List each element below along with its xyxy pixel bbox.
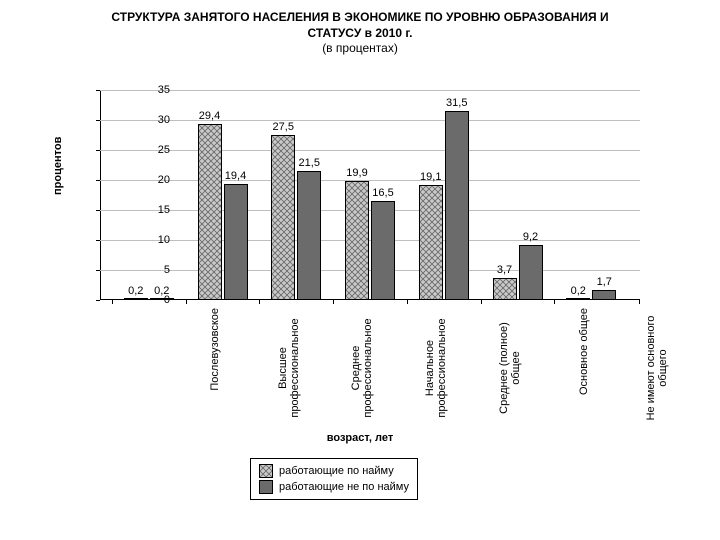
bar-value-label: 27,5 xyxy=(273,121,294,133)
category-label: Не имеют основного общего xyxy=(597,308,717,428)
legend-label: работающие не по найму xyxy=(279,481,409,493)
ytick-mark xyxy=(96,90,100,91)
gridline xyxy=(100,90,640,91)
bar-value-label: 1,7 xyxy=(597,276,612,288)
gridline xyxy=(100,150,640,151)
bar-value-label: 19,9 xyxy=(346,167,367,179)
ytick-label: 25 xyxy=(142,144,170,156)
gridline xyxy=(100,120,640,121)
legend-swatch-hatched xyxy=(259,464,273,478)
bar-value-label: 16,5 xyxy=(372,187,393,199)
y-axis xyxy=(100,90,101,300)
title-line-2: СТАТУСУ в 2010 г. xyxy=(308,26,413,40)
bar-value-label: 19,1 xyxy=(420,171,441,183)
ytick-label: 10 xyxy=(142,234,170,246)
legend-label: работающие по найму xyxy=(279,465,394,477)
ytick-mark xyxy=(96,210,100,211)
ytick-mark xyxy=(96,150,100,151)
ytick-label: 15 xyxy=(142,204,170,216)
legend: работающие по найму работающие не по най… xyxy=(250,458,418,500)
bar-value-label: 9,2 xyxy=(523,231,538,243)
ytick-label: 20 xyxy=(142,174,170,186)
x-category-labels: ПослевузовскоеВысшее профессиональноеСре… xyxy=(100,300,640,430)
ytick-mark xyxy=(96,180,100,181)
y-axis-label: процентов xyxy=(52,137,64,195)
bar xyxy=(592,290,616,300)
plot: 0,20,229,419,427,521,519,916,519,131,53,… xyxy=(100,90,640,300)
gridline xyxy=(100,180,640,181)
gridline xyxy=(100,240,640,241)
chart-subtitle: (в процентах) xyxy=(0,41,720,61)
bar xyxy=(445,111,469,300)
legend-item: работающие по найму xyxy=(259,463,409,479)
legend-swatch-solid xyxy=(259,480,273,494)
ytick-label: 35 xyxy=(142,84,170,96)
bar-value-label: 29,4 xyxy=(199,110,220,122)
ytick-label: 0 xyxy=(142,294,170,306)
bar xyxy=(198,124,222,300)
bar xyxy=(493,278,517,300)
bar-value-label: 3,7 xyxy=(497,264,512,276)
bar xyxy=(519,245,543,300)
ytick-mark xyxy=(96,240,100,241)
bar xyxy=(297,171,321,300)
bar-value-label: 31,5 xyxy=(446,97,467,109)
bar xyxy=(345,181,369,300)
bar xyxy=(419,185,443,300)
ytick-mark xyxy=(96,120,100,121)
ytick-label: 5 xyxy=(142,264,170,276)
title-line-1: СТРУКТУРА ЗАНЯТОГО НАСЕЛЕНИЯ В ЭКОНОМИКЕ… xyxy=(111,10,608,24)
bar-value-label: 21,5 xyxy=(299,157,320,169)
bar xyxy=(271,135,295,300)
chart-title: СТРУКТУРА ЗАНЯТОГО НАСЕЛЕНИЯ В ЭКОНОМИКЕ… xyxy=(0,0,720,41)
bar xyxy=(224,184,248,300)
gridline xyxy=(100,210,640,211)
gridline xyxy=(100,270,640,271)
bar xyxy=(371,201,395,300)
page: СТРУКТУРА ЗАНЯТОГО НАСЕЛЕНИЯ В ЭКОНОМИКЕ… xyxy=(0,0,720,540)
bar-value-label: 19,4 xyxy=(225,170,246,182)
x-axis-label: возраст, лет xyxy=(0,432,720,444)
legend-item: работающие не по найму xyxy=(259,479,409,495)
ytick-mark xyxy=(96,270,100,271)
ytick-label: 30 xyxy=(142,114,170,126)
bar-value-label: 0,2 xyxy=(571,285,586,297)
chart-plot-area: 0,20,229,419,427,521,519,916,519,131,53,… xyxy=(100,90,640,300)
